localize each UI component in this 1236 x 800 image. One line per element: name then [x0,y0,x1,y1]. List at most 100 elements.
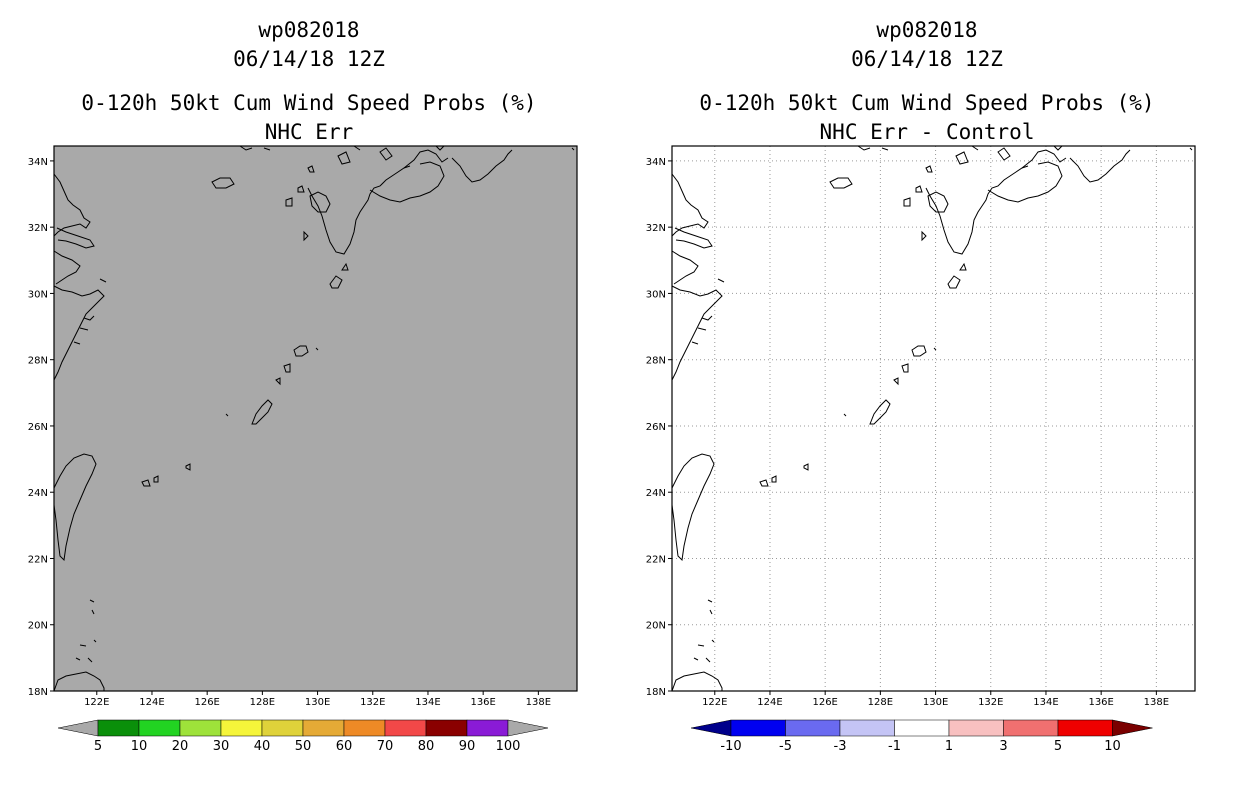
coastline-segment [987,161,1063,203]
colorbar-label: -10 [720,739,741,754]
coastline-segment [959,262,967,271]
colorbar-label: 70 [377,739,394,754]
lon-label: 132E [978,697,1003,708]
coastline-segment [53,671,105,692]
coastline-segment [293,345,309,357]
lat-label: 30N [28,289,48,300]
lat-label: 32N [28,223,48,234]
colorbar-label: 20 [172,739,189,754]
coastline-segment [309,191,331,213]
colorbar-label: 90 [459,739,476,754]
lon-label: 134E [1033,697,1058,708]
colorbar-box [466,719,509,737]
colorbar-box [179,719,222,737]
coastline-segment [915,185,923,193]
lon-label: 128E [868,697,893,708]
coastline-segment [901,363,909,373]
coastline-segment [671,285,723,381]
lon-label: 128E [250,697,275,708]
lon-label: 132E [360,697,385,708]
colorbar-label: -5 [779,739,792,754]
coastline-segment [691,315,713,345]
coastline-segment [771,475,777,483]
panel-subtitle: NHC Err - Control [819,120,1035,144]
colorbar-box [384,719,427,737]
coastline-segment [869,399,891,425]
coastline-segment [283,363,291,373]
coastline-segment [671,453,715,562]
lon-label: 138E [1144,697,1169,708]
coastline-segment [307,165,315,173]
coastline-segment [971,145,1063,151]
colorbar-box [730,719,786,737]
coastline-segment [671,250,699,285]
forecast-datetime: 06/14/18 12Z [851,47,1003,71]
colorbar-label: 1 [945,739,953,754]
coastline-segment [829,177,853,189]
colorbar-label: 5 [1054,739,1062,754]
lat-label: 24N [646,488,666,499]
coastline-segment [707,599,713,615]
map-fill [672,146,1195,691]
coastline-segment [1069,149,1131,183]
colorbar-box [785,719,841,737]
coastline-segment [717,278,725,283]
lat-label: 18N [28,687,48,698]
colorbar-box [220,719,263,737]
coastline-segment [275,377,281,386]
lat-label: 32N [646,223,666,234]
storm-id: wp082018 [258,18,360,42]
lat-label: 28N [646,356,666,367]
colorbar-box [261,719,304,737]
colorbar-label: -1 [888,739,901,754]
lon-label: 124E [757,697,782,708]
coastline-segment [571,147,575,151]
panel-nhc-err-control: wp082018 06/14/18 12Z 0-120h 50kt Cum Wi… [618,0,1236,800]
lon-label: 136E [470,697,495,708]
coastline-segment [671,173,709,237]
colorbar-arrow-high [1112,719,1153,737]
colorbar-label: 60 [336,739,353,754]
coastline-segment [674,227,713,249]
map-frame [53,145,578,692]
colorbar-box [894,719,950,737]
coastline-segment [89,599,95,615]
colorbar-box [839,719,895,737]
lon-label: 130E [923,697,948,708]
colorbar-label: 50 [295,739,312,754]
colorbar-label: 3 [999,739,1007,754]
coastline-segment [141,479,151,487]
colorbar-label: 10 [131,739,148,754]
panel-subtitle: NHC Err [264,120,354,144]
lat-label: 34N [28,157,48,168]
coastline-segment [297,185,305,193]
coastline-segment [1189,147,1193,151]
coastline-segment [341,262,349,271]
lat-label: 28N [28,356,48,367]
coastline-segment [927,191,949,213]
coastline-segment [53,250,81,285]
coastline-segment [211,177,235,189]
colorbar-box [948,719,1004,737]
coastline-segment [285,197,293,207]
storm-id: wp082018 [876,18,978,42]
colorbar-label: 30 [213,739,230,754]
lon-label: 136E [1088,697,1113,708]
coastline-segment [337,151,351,165]
map-frame [671,145,1196,692]
lon-label: 130E [305,697,330,708]
coastline-segment [73,315,95,345]
lon-label: 134E [415,697,440,708]
coastline-segment [451,149,513,183]
coastline-segment [251,399,273,425]
lon-label: 138E [526,697,551,708]
coastline-segment [239,145,271,151]
lon-label: 126E [812,697,837,708]
coastline-segment [185,463,191,471]
coastline-segment [403,149,449,169]
colorbar-box [97,719,140,737]
lat-label: 20N [646,621,666,632]
coastline-segment [955,151,969,165]
lat-label: 22N [646,554,666,565]
coastline-segment [997,147,1011,161]
